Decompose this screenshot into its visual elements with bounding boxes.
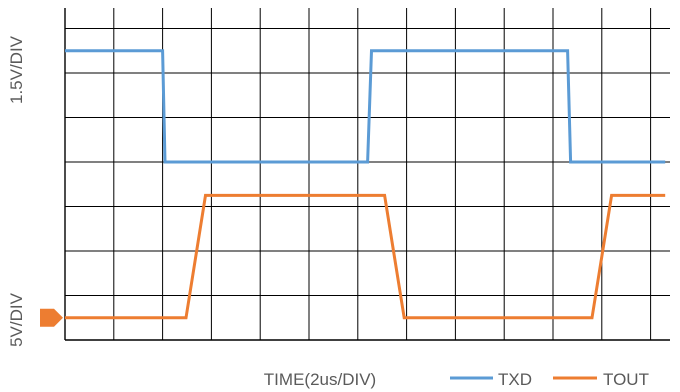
- series-group: [65, 49, 666, 320]
- series-line-txd: [65, 49, 666, 164]
- legend: TXD TOUT: [450, 370, 649, 389]
- x-axis-label: TIME(2us/DIV): [264, 370, 376, 389]
- legend-label-tout: TOUT: [603, 370, 649, 389]
- ground-marker-body: [40, 308, 54, 327]
- grid: [64, 8, 670, 341]
- y-axis-label-txd: 1.5V/DIV: [7, 35, 26, 104]
- legend-label-txd: TXD: [498, 370, 532, 389]
- series-line-tout: [65, 193, 666, 320]
- ground-marker-tip: [54, 308, 63, 327]
- ground-marker: [40, 308, 63, 327]
- y-axis-label-tout: 5V/DIV: [7, 292, 26, 347]
